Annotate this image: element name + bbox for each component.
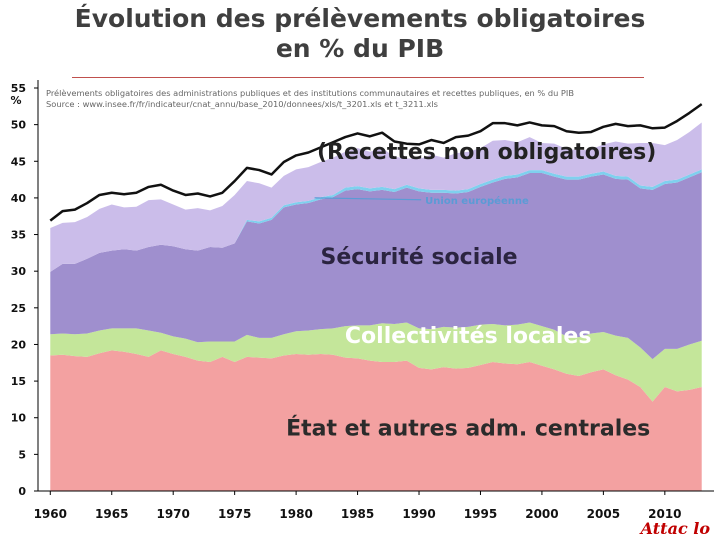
y-tick-label: 20 — [11, 338, 27, 351]
page-title: Évolution des prélèvements obligatoires … — [0, 4, 720, 64]
y-tick-label: 50 — [11, 119, 27, 132]
y-tick-label: 55 — [11, 82, 26, 95]
y-tick-label: 5 — [18, 448, 26, 461]
x-tick-label: 1960 — [34, 507, 67, 521]
series-label: (Recettes non obligatoires) — [317, 140, 656, 165]
y-tick-label: 40 — [11, 192, 27, 205]
y-tick-label: 35 — [11, 229, 26, 242]
title-divider — [72, 77, 644, 78]
x-tick-label: 1980 — [279, 507, 312, 521]
series-labels: (Recettes non obligatoires) Union europée… — [286, 140, 656, 441]
series-label: Union européenne — [425, 195, 529, 207]
brand-logo-text: Attac lo — [640, 519, 710, 538]
y-axis-label: % — [10, 94, 21, 107]
area-local — [50, 322, 702, 402]
x-tick-label: 2010 — [648, 507, 681, 521]
x-tick-label: 1985 — [341, 507, 374, 521]
x-tick-label: 2005 — [587, 507, 620, 521]
x-tick-label: 1975 — [218, 507, 251, 521]
series-label: État et autres adm. centrales — [286, 415, 650, 441]
y-tick-label: 10 — [11, 412, 27, 425]
stacked-areas — [49, 103, 703, 491]
y-tick-label: 25 — [11, 302, 26, 315]
y-tick-label: 0 — [18, 485, 26, 498]
area-social — [50, 172, 702, 360]
x-tick-label: 1995 — [464, 507, 497, 521]
total-receipts-line — [49, 103, 703, 222]
title-line-2: en % du PIB — [275, 34, 445, 63]
source-note-line-1: Prélèvements obligatoires des administra… — [46, 88, 574, 98]
area-state — [50, 350, 702, 491]
axes: 0 5 10 15 20 25 30 35 40 45 50 55% 1960 1965 1970 1975 1… — [10, 80, 714, 521]
annotation-arrow — [314, 197, 422, 201]
x-tick-label: 1990 — [402, 507, 435, 521]
y-tick-label: 15 — [11, 375, 26, 388]
series-label: Sécurité sociale — [320, 245, 517, 270]
series-label: Collectivités locales — [345, 324, 592, 349]
area-eu — [50, 169, 702, 272]
y-tick-label: 45 — [11, 155, 26, 168]
y-tick-label: 30 — [11, 265, 27, 278]
x-tick-label: 2000 — [525, 507, 558, 521]
x-tick-label: 1970 — [156, 507, 189, 521]
source-note-line-2: Source : www.insee.fr/fr/indicateur/cnat… — [46, 100, 438, 109]
area-nonoblig — [50, 122, 702, 272]
x-tick-label: 1965 — [95, 507, 128, 521]
title-line-1: Évolution des prélèvements obligatoires — [74, 4, 646, 33]
